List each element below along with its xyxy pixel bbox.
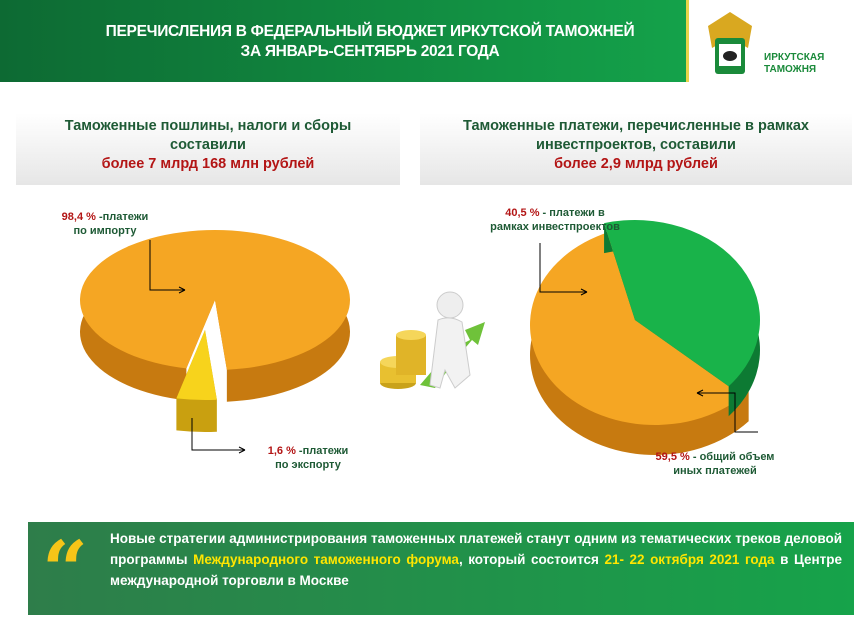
label-invest: 40,5 % - платежи в рамках инвестпроектов [470,206,640,234]
page-title: ПЕРЕЧИСЛЕНИЯ В ФЕДЕРАЛЬНЫЙ БЮДЖЕТ ИРКУТС… [60,22,680,62]
forum-quote-banner: “ Новые стратегии администрирования тамо… [28,522,854,615]
quote-text: Новые стратегии администрирования таможе… [110,528,842,591]
customs-emblem-logo [708,12,752,74]
quote-part-2: , который состоится [458,552,605,567]
invest-amount: более 2,9 млрд рублей [554,156,718,172]
pie-chart-duties [79,230,350,432]
other-percent: 59,5 % [655,451,690,463]
pie-chart-invest [529,220,760,456]
export-text-2: по экспорту [275,459,341,471]
import-percent: 98,4 % [61,211,96,223]
quote-part-3: в Центре международной торговли в Москве [110,552,843,588]
duties-summary-box: Таможенные пошлины, налоги и сборы соста… [16,113,400,185]
invest-summary-box: Таможенные платежи, перечисленные в рамк… [420,113,852,185]
other-text-2: иных платежей [673,465,757,477]
forum-name: Международного таможенного форума [193,552,459,567]
slice-export [176,330,217,400]
label-import: 98,4 % -платежи по импорту [40,210,170,238]
invest-percent: 40,5 % [505,207,540,219]
logo-line-2: ТАМОЖНЯ [764,64,817,75]
invest-text-2: рамках инвестпроектов [490,221,620,233]
logo-text: ИРКУТСКАЯ ТАМОЖНЯ [764,52,824,76]
export-percent: 1,6 % [267,445,296,457]
label-export: 1,6 % -платежи по экспорту [248,444,368,472]
duties-amount: более 7 млрд 168 млн рублей [101,156,315,172]
import-text-2: по импорту [73,225,137,237]
invest-text: - платежи в [539,207,605,219]
logo-line-1: ИРКУТСКАЯ [764,52,825,63]
callout-arrows [149,240,758,454]
quote-part-1: Новые стратегии администрирования таможе… [110,531,842,567]
import-text: -платежи [95,211,149,223]
export-text: -платежи [295,445,349,457]
slice-import [79,230,350,370]
title-line-2: ЗА ЯНВАРЬ-СЕНТЯБРЬ 2021 ГОДА [240,43,500,60]
label-other: 59,5 % - общий объем иных платежей [640,450,790,478]
invest-line-2: инвестпроектов, составили [536,137,736,153]
forum-dates: 21- 22 октября 2021 года [604,552,775,567]
invest-line-1: Таможенные платежи, перечисленные в рамк… [463,118,809,134]
slice-invest [604,220,760,387]
slice-other [529,228,749,426]
duties-line-1: Таможенные пошлины, налоги и сборы [64,118,352,134]
duties-line-2: составили [170,137,246,153]
header-banner: ПЕРЕЧИСЛЕНИЯ В ФЕДЕРАЛЬНЫЙ БЮДЖЕТ ИРКУТС… [0,0,689,82]
other-text: - общий объем [689,451,775,463]
title-line-1: ПЕРЕЧИСЛЕНИЯ В ФЕДЕРАЛЬНЫЙ БЮДЖЕТ ИРКУТС… [105,23,635,40]
coins-and-man-illustration [380,291,485,389]
quote-icon: “ [42,523,89,617]
